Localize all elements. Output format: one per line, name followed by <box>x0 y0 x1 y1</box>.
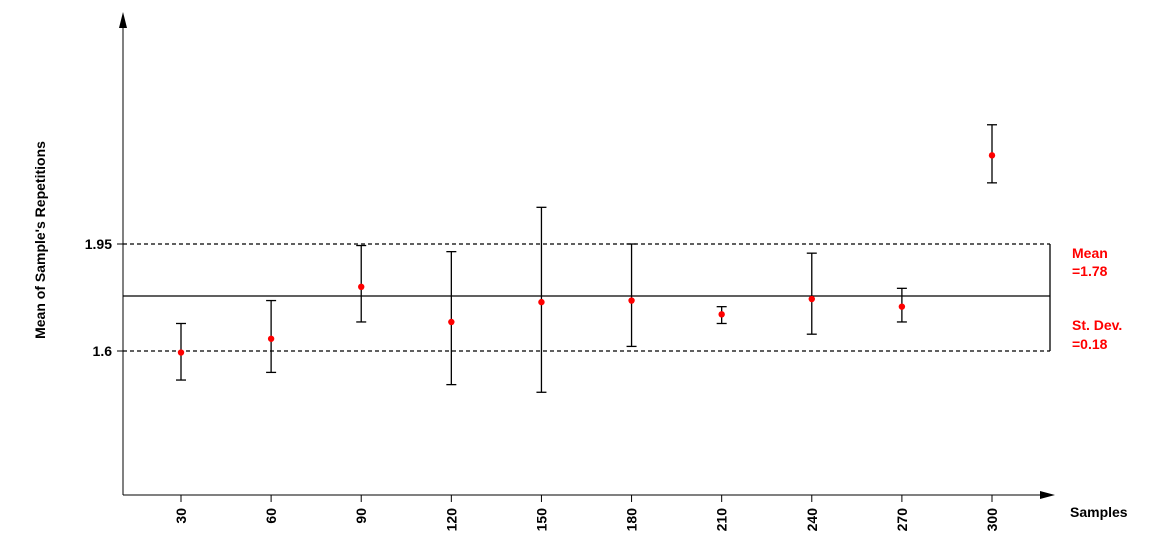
x-tick-label: 90 <box>353 508 369 524</box>
x-tick-label: 210 <box>714 508 730 532</box>
x-tick-label: 240 <box>804 508 820 532</box>
data-point <box>988 152 996 159</box>
sd-annotation-label: St. Dev. <box>1072 317 1122 333</box>
x-ticks: 30 60 90 120 150 180 210 240 270 300 <box>173 495 1000 531</box>
x-tick-label: 270 <box>894 508 910 532</box>
error-bar <box>446 250 457 386</box>
x-axis-arrow <box>1040 491 1055 499</box>
data-point <box>898 303 906 310</box>
data-point <box>177 349 185 356</box>
x-tick-label: 120 <box>443 508 459 532</box>
x-tick-label: 60 <box>263 508 279 524</box>
error-bars <box>176 124 997 393</box>
mean-annotation-label: Mean <box>1072 245 1108 261</box>
error-bar <box>626 243 637 348</box>
y-ticks: 1.6 1.95 <box>85 236 123 359</box>
y-tick-label: 1.6 <box>93 343 113 359</box>
error-bar <box>806 252 817 335</box>
y-tick-label: 1.95 <box>85 236 112 252</box>
x-tick-label: 180 <box>624 508 640 532</box>
x-tick-label: 300 <box>984 508 1000 532</box>
data-point <box>718 311 725 318</box>
data-point <box>628 297 635 304</box>
y-axis-label: Mean of Sample's Repetitions <box>32 141 48 339</box>
x-tick-label: 30 <box>173 508 189 524</box>
data-point <box>358 283 365 290</box>
data-points <box>177 152 996 356</box>
mean-annotation-value: =1.78 <box>1072 263 1108 279</box>
data-point <box>267 335 275 342</box>
sd-annotation-value: =0.18 <box>1072 336 1108 352</box>
x-tick-label: 150 <box>533 508 549 532</box>
data-point <box>538 298 545 306</box>
data-point <box>808 295 815 303</box>
data-point <box>448 318 455 326</box>
y-axis-arrow <box>119 12 127 28</box>
x-axis-label: Samples <box>1070 504 1128 520</box>
